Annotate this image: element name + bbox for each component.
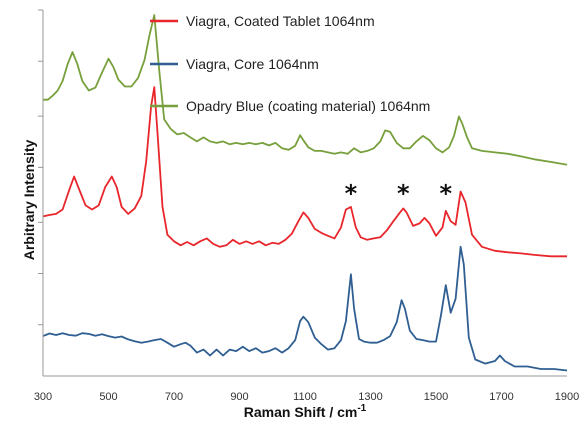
legend-item-core: Viagra, Core 1064nm — [150, 56, 319, 72]
x-tick-label: 700 — [165, 391, 183, 403]
legend-item-opadry: Opadry Blue (coating material) 1064nm — [150, 98, 430, 114]
x-tick-label: 1100 — [293, 391, 317, 403]
y-axis-title: Arbitrary Intensity — [21, 139, 37, 260]
legend-label-coated: Viagra, Coated Tablet 1064nm — [186, 13, 375, 29]
x-tick-label: 1700 — [489, 391, 513, 403]
x-tick-label: 1300 — [358, 391, 382, 403]
legend: Viagra, Coated Tablet 1064nm Viagra, Cor… — [150, 13, 430, 114]
plot-area — [42, 14, 568, 372]
peak-marker-star: * — [397, 180, 410, 208]
series-line-opadry-blue — [43, 14, 568, 166]
y-axis-ticks — [38, 9, 43, 326]
peak-markers: * * * — [345, 180, 453, 208]
x-tick-label: 900 — [230, 391, 248, 403]
x-tick-label: 1500 — [424, 391, 448, 403]
x-tick-label: 1900 — [555, 391, 579, 403]
x-tick-label: 300 — [34, 391, 52, 403]
x-tick-label: 500 — [99, 391, 117, 403]
x-axis-title-main: Raman Shift / cm — [244, 404, 358, 420]
x-axis-title: Raman Shift / cm-1 — [244, 403, 367, 420]
legend-label-core: Viagra, Core 1064nm — [186, 56, 319, 72]
peak-marker-star: * — [345, 180, 358, 208]
series-line-core — [42, 245, 568, 372]
legend-item-coated: Viagra, Coated Tablet 1064nm — [150, 13, 375, 29]
series-line-coated-tablet — [42, 86, 567, 258]
peak-marker-star: * — [440, 180, 453, 208]
x-axis-ticks: 300 500 700 900 1100 1300 1500 1700 1900 — [34, 391, 579, 403]
x-axis-title-superscript: -1 — [357, 403, 366, 414]
legend-label-opadry: Opadry Blue (coating material) 1064nm — [186, 98, 430, 114]
